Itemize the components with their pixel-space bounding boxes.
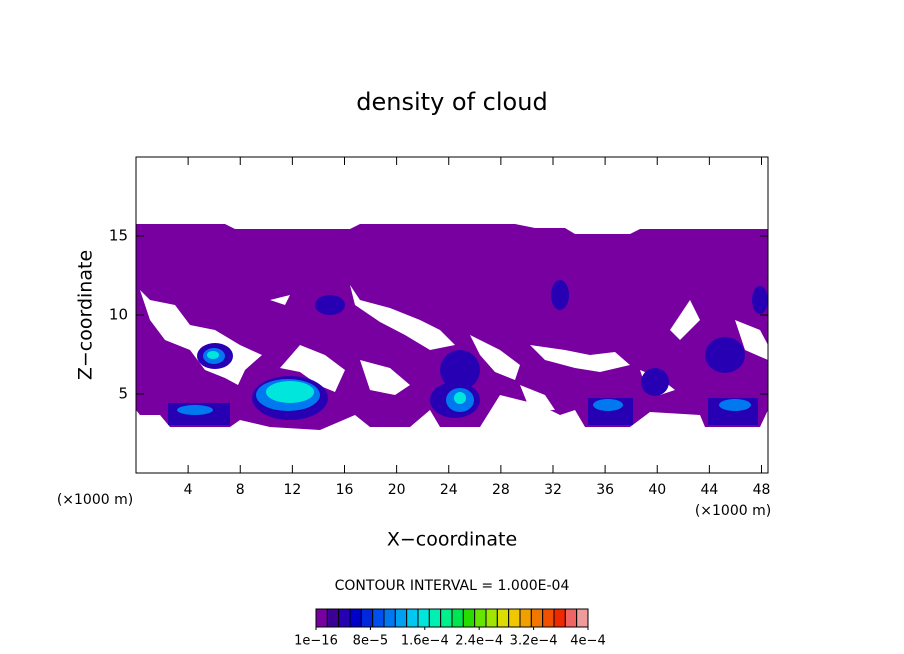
contour-interval: CONTOUR INTERVAL = 1.000E-04 — [335, 578, 570, 594]
colorbar-swatch — [349, 608, 362, 628]
colorbar-tick-label: 3.2e−4 — [510, 634, 558, 649]
y-tick-label: 10 — [109, 306, 128, 324]
x-tick-label: 4 — [184, 482, 193, 498]
x-tick-label: 44 — [700, 482, 718, 498]
x-tick-label: 40 — [648, 482, 666, 498]
colorbar-tick-label: 4e−4 — [570, 634, 605, 649]
colorbar-tick-label: 8e−5 — [353, 634, 388, 649]
colorbar-tick-label: 1e−16 — [294, 634, 338, 649]
colorbar-swatch — [383, 608, 396, 628]
colorbar-tick-label: 2.4e−4 — [455, 634, 503, 649]
x-axis-label: X−coordinate — [387, 529, 517, 551]
colorbar-swatch — [564, 608, 578, 628]
x-tick-label: 36 — [596, 482, 614, 498]
x-tick-label: 48 — [753, 482, 771, 498]
x-tick-label: 28 — [492, 482, 510, 498]
x-tick-label: 20 — [388, 482, 406, 498]
y-axis-label: Z−coordinate — [75, 250, 97, 380]
colorbar-swatch — [338, 608, 351, 628]
colorbar-swatch — [485, 608, 498, 628]
cloud-field — [136, 224, 768, 430]
y-tick-label: 5 — [118, 385, 128, 403]
x-tick-label: 8 — [236, 482, 245, 498]
y-unit-label: (×1000 m) — [57, 492, 133, 508]
x-tick-label: 12 — [283, 482, 301, 498]
colorbar-swatch — [496, 608, 510, 628]
colorbar-swatch — [440, 608, 453, 628]
colorbar-swatch — [519, 608, 532, 628]
colorbar-swatch — [508, 608, 521, 628]
colorbar-swatch — [406, 608, 419, 628]
x-tick-label: 16 — [336, 482, 354, 498]
x-tick-label: 32 — [544, 482, 562, 498]
colorbar-swatch — [428, 608, 442, 628]
colorbar-swatch — [372, 608, 385, 628]
colorbar-swatch — [474, 608, 487, 628]
colorbar-swatch — [530, 608, 544, 628]
colorbar-swatch — [417, 608, 430, 628]
colorbar-swatch — [462, 608, 476, 628]
colorbar-swatch — [315, 608, 328, 628]
colorbar-swatch — [394, 608, 408, 628]
colorbar-swatch — [553, 608, 566, 628]
colorbar-swatch — [542, 608, 555, 628]
chart-title: density of cloud — [356, 88, 547, 116]
colorbar-swatch — [576, 608, 589, 628]
colorbar-swatch — [360, 608, 374, 628]
y-tick-label: 15 — [109, 227, 128, 245]
colorbar-swatch — [451, 608, 464, 628]
colorbar-tick-label: 1.6e−4 — [401, 634, 449, 649]
x-tick-label: 24 — [440, 482, 458, 498]
colorbar-swatch — [326, 608, 340, 628]
x-unit-label: (×1000 m) — [695, 503, 771, 519]
